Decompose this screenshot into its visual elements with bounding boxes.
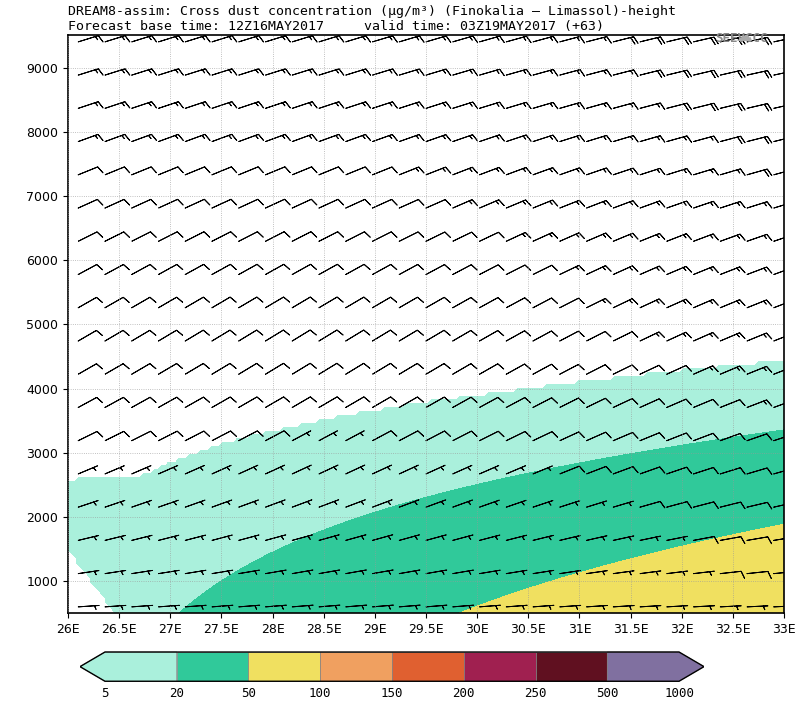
Polygon shape <box>249 652 320 681</box>
Polygon shape <box>607 652 704 681</box>
Text: 50: 50 <box>241 687 256 700</box>
Text: SEEVCCC: SEEVCCC <box>715 32 768 45</box>
Text: 150: 150 <box>381 687 403 700</box>
Text: 1000: 1000 <box>664 687 694 700</box>
Text: ☁: ☁ <box>735 27 752 45</box>
Polygon shape <box>177 652 249 681</box>
Text: 500: 500 <box>596 687 618 700</box>
Text: 5: 5 <box>102 687 109 700</box>
Polygon shape <box>464 652 535 681</box>
Polygon shape <box>535 652 607 681</box>
Polygon shape <box>80 652 177 681</box>
Text: 250: 250 <box>524 687 546 700</box>
Text: 20: 20 <box>170 687 184 700</box>
Text: 200: 200 <box>453 687 475 700</box>
Polygon shape <box>320 652 392 681</box>
Polygon shape <box>392 652 464 681</box>
Text: DREAM8-assim: Cross dust concentration (μg/m³) (Finokalia – Limassol)-height
For: DREAM8-assim: Cross dust concentration (… <box>68 5 676 33</box>
Text: 100: 100 <box>309 687 331 700</box>
